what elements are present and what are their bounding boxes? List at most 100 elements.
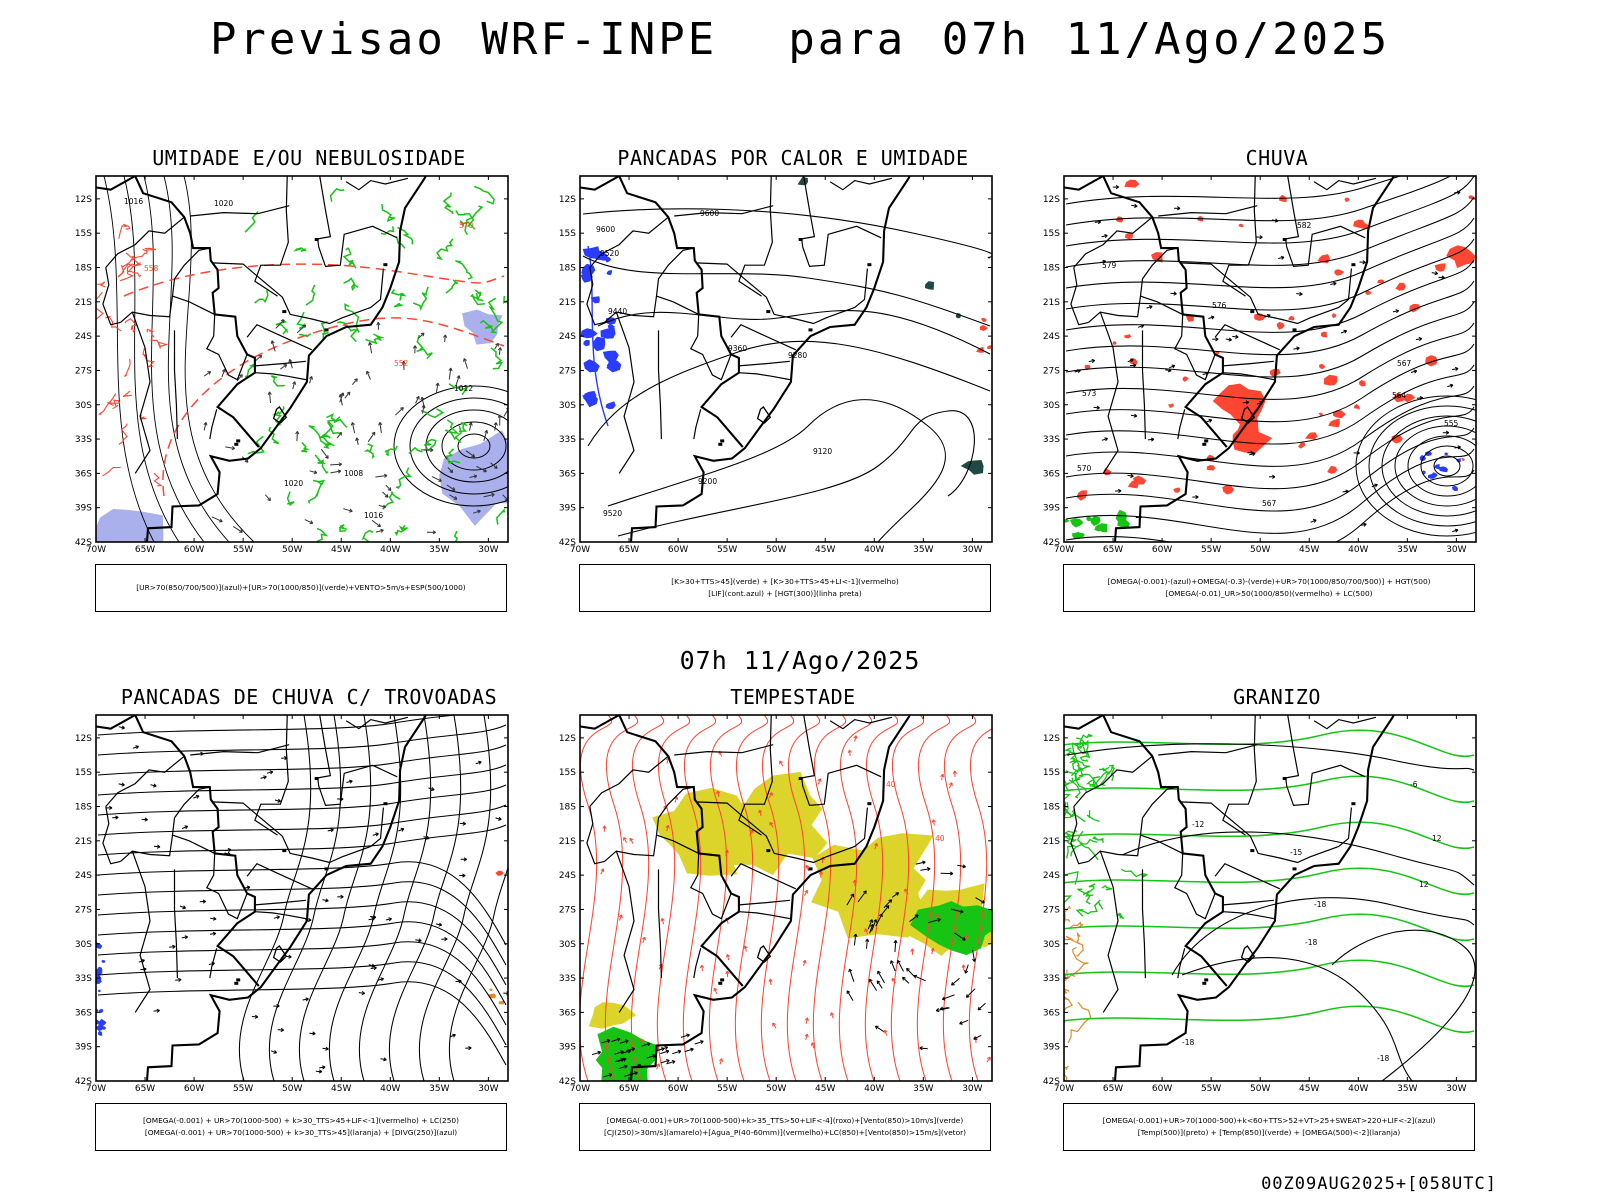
streamline-arrow xyxy=(768,978,773,983)
humidity-contour xyxy=(299,333,312,338)
lon-label: 65W xyxy=(1103,1084,1123,1094)
lat-label: 24S xyxy=(1043,871,1060,881)
wind-vector xyxy=(368,342,373,346)
precip-area xyxy=(1327,465,1338,474)
divergence-area xyxy=(101,960,106,963)
wind-vector xyxy=(435,382,440,387)
wind-vector xyxy=(453,496,458,500)
wind-vector xyxy=(309,520,314,525)
isobar-line xyxy=(441,421,507,471)
wind-vector xyxy=(383,473,388,478)
high-humidity-shading xyxy=(96,509,164,542)
omega-500-area xyxy=(1064,973,1067,984)
temp-850-contour xyxy=(1069,751,1079,773)
wind-vector xyxy=(438,478,442,482)
streamline-arrow xyxy=(804,890,808,896)
streamline-arrow xyxy=(109,805,113,810)
wind-vector xyxy=(343,508,353,512)
streamline-arrow xyxy=(1171,364,1176,369)
wind-vector-850 xyxy=(614,1051,624,1055)
streamline-arrow xyxy=(1449,383,1454,388)
wind-vector-850 xyxy=(876,980,883,989)
streamline-arrow xyxy=(438,922,443,927)
wind-vector-850 xyxy=(666,1059,670,1064)
lifted-index-contour xyxy=(587,245,609,427)
streamline-arrow xyxy=(495,817,502,820)
panel-title: TEMPESTADE xyxy=(730,685,856,709)
contour-label: 12 xyxy=(1419,880,1429,889)
panel-legend: [K>30+TTS>45](verde) + [K>30+TTS>45+LI<-… xyxy=(579,564,991,612)
temp-850-contour xyxy=(1076,733,1093,755)
streamline-arrow xyxy=(1077,369,1081,374)
lon-label: 30W xyxy=(962,1084,982,1094)
precip-area xyxy=(1333,410,1346,419)
streamline xyxy=(97,961,507,1046)
streamline-arrow xyxy=(1434,271,1439,276)
lake-marker xyxy=(1204,978,1209,982)
wind-vector xyxy=(349,508,353,513)
streamline-arrow xyxy=(623,837,627,843)
humidity-contour xyxy=(502,295,508,304)
streamline-arrow xyxy=(498,816,502,821)
streamline-arrow xyxy=(425,835,430,840)
lake-marker xyxy=(798,777,803,780)
wind-vector-850 xyxy=(615,1058,624,1063)
wind-vector xyxy=(494,422,497,431)
streamline-arrow xyxy=(273,916,280,919)
legend-line: [OMEGA(-0.001) + UR>70(1000-500) + k>30_… xyxy=(144,1128,458,1137)
state-border xyxy=(1139,786,1183,854)
streamline-arrow xyxy=(743,945,748,950)
streamline xyxy=(1065,176,1475,247)
precip-area xyxy=(1124,232,1133,240)
state-border xyxy=(586,806,605,865)
contour-label: -18 xyxy=(1377,1054,1389,1063)
thunderstorm-orange-area xyxy=(498,1000,505,1005)
state-border xyxy=(1313,716,1377,730)
legend-line: [LIF](cont.azul) + [HGT(300)](linha pret… xyxy=(708,589,862,598)
wind-vector xyxy=(309,376,313,384)
streamline-arrow xyxy=(804,1017,809,1022)
streamline-arrow xyxy=(1454,528,1459,533)
lat-label: 30S xyxy=(559,940,576,950)
contour-label: 570 xyxy=(459,221,474,230)
streamline-arrow xyxy=(769,822,774,828)
lat-label: 27S xyxy=(75,366,92,376)
thickness-line xyxy=(118,223,131,239)
contour-label: 573 xyxy=(1082,389,1097,398)
lake-marker xyxy=(1351,263,1356,267)
streamline-arrow xyxy=(150,784,157,787)
country-border xyxy=(580,715,744,987)
state-border xyxy=(586,267,605,326)
contour-label: 567 xyxy=(1262,499,1277,508)
wind-vector xyxy=(493,422,498,426)
contour-label: 12 xyxy=(1432,834,1442,843)
temp-850-contour xyxy=(1064,830,1077,859)
temp-850-contour xyxy=(1099,771,1111,787)
wind-vector xyxy=(289,359,293,369)
lon-label: 65W xyxy=(619,1084,639,1094)
panel-umidade: UMIDADE E/OU NEBULOSIDADE 1016 1020 570 558… xyxy=(75,146,524,621)
lake-marker xyxy=(234,981,239,985)
lake-marker xyxy=(1250,849,1255,853)
wind-vector xyxy=(430,447,434,453)
wind-vector xyxy=(435,382,439,393)
contour-label: 576 xyxy=(1212,301,1227,310)
wind-vector-850 xyxy=(846,893,854,906)
wind-vector xyxy=(225,446,235,449)
streamline-arrow xyxy=(361,991,366,996)
wind-vector-850 xyxy=(876,980,881,985)
state-border xyxy=(1179,262,1352,325)
state-border xyxy=(246,323,313,351)
wind-vector xyxy=(469,422,472,431)
state-border xyxy=(254,360,306,367)
precip-area xyxy=(1182,376,1189,382)
streamline-arrow xyxy=(346,780,353,783)
wind-vector-850 xyxy=(857,890,867,903)
streamline-arrow xyxy=(1088,360,1095,362)
streamline-arrow xyxy=(1104,437,1108,442)
streamline-arrow xyxy=(156,1008,160,1013)
wind-vector-850 xyxy=(885,905,890,909)
contour-label: 9600 xyxy=(700,209,719,218)
streamline xyxy=(97,784,507,816)
lake-marker xyxy=(867,802,872,806)
